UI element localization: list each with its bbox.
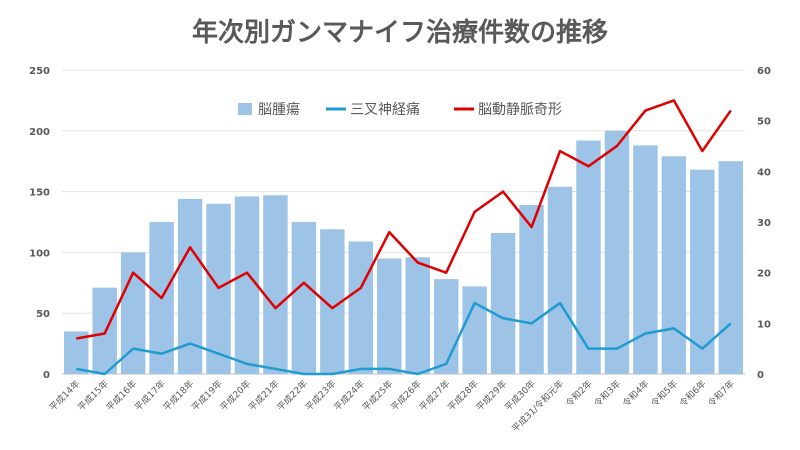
right-tick-label: 60 [757,66,771,77]
legend-label: 脳動静脈奇形 [478,101,562,118]
bar [547,186,573,374]
bar [661,156,687,374]
legend-label: 三叉神経痛 [350,101,420,118]
bar [377,258,402,374]
left-tick-label: 50 [36,309,50,320]
bar [234,196,260,374]
bar [348,241,374,374]
series-line [76,99,732,340]
right-tick-label: 0 [757,370,764,381]
chart-title: 年次別ガンマナイフ治療件数の推移 [191,18,608,48]
bar [433,279,459,374]
bar [462,286,487,374]
left-tick-label: 200 [29,127,50,138]
legend-swatch [238,103,252,115]
x-tick-label: 令和5年 [648,378,680,410]
x-tick-label: 令和3年 [591,378,623,410]
right-tick-label: 10 [757,319,771,330]
bar [519,204,544,374]
bar [576,140,601,374]
bar [604,130,630,374]
bar [405,257,430,374]
x-tick-label: 令和2年 [563,378,595,410]
left-tick-label: 250 [29,66,50,77]
bar [718,161,743,374]
left-tick-label: 0 [43,370,50,381]
left-tick-label: 100 [29,248,50,259]
x-tick-label: 平成31/令和元年 [509,378,566,435]
x-tick-label: 令和4年 [620,378,652,410]
right-tick-label: 30 [757,218,771,229]
legend-label: 脳腫瘍 [258,101,300,118]
x-tick-label: 令和7年 [705,378,737,410]
bar [633,145,658,374]
left-tick-label: 150 [29,188,50,199]
right-tick-label: 50 [757,117,771,128]
right-tick-label: 40 [757,167,771,178]
series-line [76,301,732,376]
bar [291,222,317,374]
right-tick-label: 20 [757,269,771,280]
bar [263,195,288,374]
x-tick-label: 令和6年 [677,378,709,410]
bar [490,232,516,374]
